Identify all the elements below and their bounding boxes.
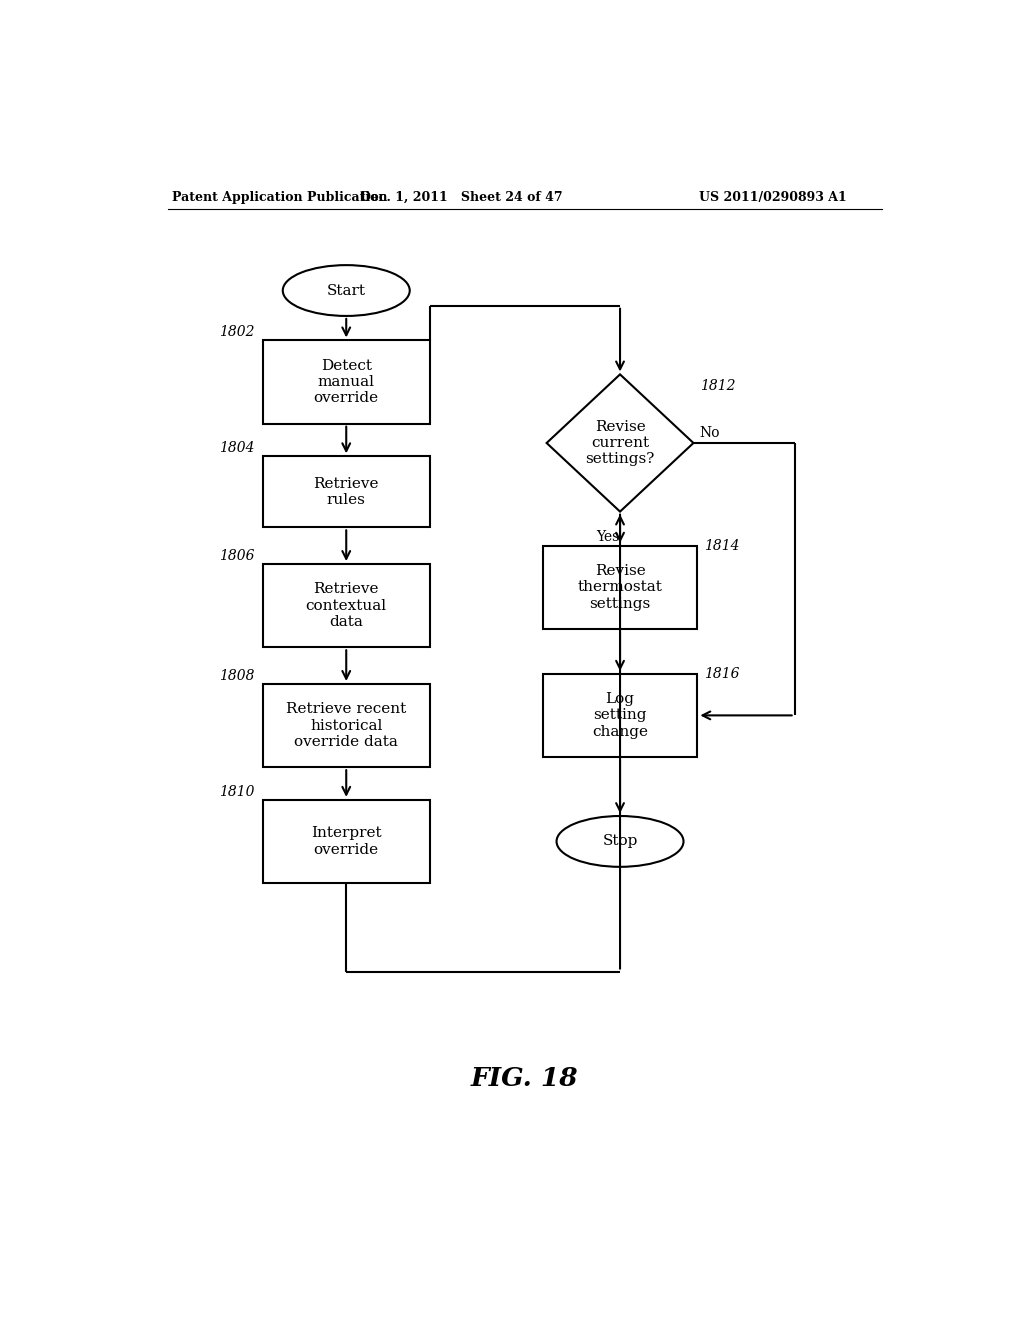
Text: Retrieve
contextual
data: Retrieve contextual data [306, 582, 387, 628]
Text: 1816: 1816 [703, 667, 739, 681]
Text: Patent Application Publication: Patent Application Publication [172, 190, 387, 203]
Text: No: No [699, 426, 720, 440]
FancyBboxPatch shape [263, 341, 430, 424]
Ellipse shape [556, 816, 684, 867]
Text: 1810: 1810 [219, 784, 255, 799]
Polygon shape [547, 375, 693, 512]
Text: 1804: 1804 [219, 441, 255, 455]
FancyBboxPatch shape [263, 684, 430, 767]
Text: 1806: 1806 [219, 549, 255, 562]
Text: 1814: 1814 [703, 539, 739, 553]
Text: FIG. 18: FIG. 18 [471, 1065, 579, 1090]
Text: Interpret
override: Interpret override [311, 826, 382, 857]
Text: US 2011/0290893 A1: US 2011/0290893 A1 [699, 190, 847, 203]
Text: 1812: 1812 [699, 379, 735, 393]
Text: Revise
thermostat
settings: Revise thermostat settings [578, 564, 663, 611]
FancyBboxPatch shape [543, 673, 697, 758]
Text: Revise
current
settings?: Revise current settings? [586, 420, 654, 466]
Text: Yes: Yes [597, 529, 620, 544]
Text: 1808: 1808 [219, 669, 255, 682]
FancyBboxPatch shape [543, 545, 697, 630]
FancyBboxPatch shape [263, 564, 430, 647]
Ellipse shape [283, 265, 410, 315]
FancyBboxPatch shape [263, 800, 430, 883]
Text: Retrieve
rules: Retrieve rules [313, 477, 379, 507]
FancyBboxPatch shape [263, 457, 430, 528]
Text: Log
setting
change: Log setting change [592, 692, 648, 739]
Text: 1802: 1802 [219, 325, 255, 339]
Text: Retrieve recent
historical
override data: Retrieve recent historical override data [286, 702, 407, 748]
Text: Dec. 1, 2011   Sheet 24 of 47: Dec. 1, 2011 Sheet 24 of 47 [360, 190, 562, 203]
Text: Stop: Stop [602, 834, 638, 849]
Text: Start: Start [327, 284, 366, 297]
Text: Detect
manual
override: Detect manual override [313, 359, 379, 405]
